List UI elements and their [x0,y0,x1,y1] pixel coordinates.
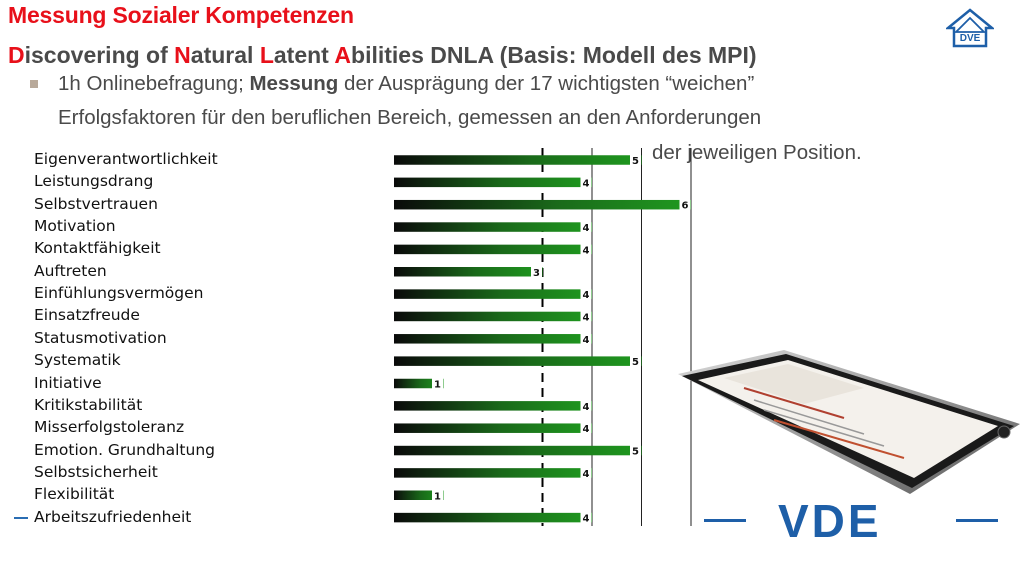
logo-line-left [704,519,746,522]
slide-title: Messung Sozialer Kompetenzen [8,2,354,28]
bar-value-label: 4 [583,514,590,525]
bar-value-label: 1 [434,380,441,391]
category-label: Selbstsicherheit [34,462,158,481]
bar-value-badge [630,154,641,166]
bar [394,177,592,188]
bar [394,356,642,366]
slide-subtitle: Discovering of Natural Latent Abilities … [8,42,757,69]
bar-value-badge [580,399,592,412]
bar [394,334,592,344]
bar-value-badge [432,377,443,390]
vde-house-logo-icon: DVE [946,8,994,48]
bar [394,378,444,389]
bar [394,490,444,500]
bar-value-badge [580,310,592,323]
bar [394,445,642,456]
bar-value-badge [580,332,592,345]
bar [394,222,592,232]
bullet-text-line2: Erfolgsfaktoren für den beruflichen Bere… [58,106,762,129]
bar [394,401,592,411]
bar-value-badge [580,511,592,524]
category-label: Motivation [34,217,116,236]
bar [394,468,592,478]
bar [394,155,642,165]
subtitle-part: D [8,42,25,68]
category-label: Statusmotivation [34,328,167,347]
category-label: Initiative [34,373,102,392]
category-label: Leistungsdrang [34,172,154,191]
bar-value-label: 4 [583,424,590,435]
bar-value-badge [580,288,592,301]
bar-value-badge [580,466,592,479]
bar-value-badge [580,221,592,234]
category-label: Misserfolgstoleranz [34,418,185,437]
category-label: Emotion. Grundhaltung [34,440,215,459]
bar-value-label: 4 [583,290,590,301]
bar [394,244,592,255]
bar-value-label: 4 [583,178,590,189]
bar-value-label: 3 [533,268,540,279]
bar-value-label: 1 [434,491,441,502]
bar [394,289,592,299]
bar [394,267,543,277]
bar-value-badge [630,444,641,457]
bar-value-label: 4 [583,223,590,234]
subtitle-part: atural [190,42,260,68]
category-label: Auftreten [34,261,107,280]
category-label: Kritikstabilität [34,395,143,414]
category-label: Kontaktfähigkeit [34,239,161,258]
bar [394,512,592,523]
bar-value-label: 5 [632,447,639,458]
bar-chart: 5 4 6 4 4 3 4 4 4 5 1 4 4 5 4 1 4 [394,148,692,526]
left-accent-dash [14,517,28,519]
bar-value-badge [580,422,592,435]
category-label: Selbstvertrauen [34,194,158,213]
subtitle-part: iscovering of [24,42,175,68]
category-label: Arbeitszufriedenheit [34,507,192,526]
subtitle-part: N [174,42,191,68]
category-label: Einsatzfreude [34,306,140,325]
bar-value-badge [679,198,691,211]
subtitle-part: L [259,42,274,68]
bar-value-label: 4 [583,245,590,256]
bar-value-badge [432,489,443,502]
vde-logo: VDE [700,494,1000,547]
subtitle-part: atent [273,42,335,68]
bar-value-label: 4 [583,402,590,413]
bar-value-badge [630,355,641,368]
category-label: Flexibilität [34,485,115,504]
smartphone-image-icon [678,350,1020,494]
category-label: Einfühlungsvermögen [34,284,204,303]
svg-text:DVE: DVE [960,33,981,44]
subtitle-part: bilities DNLA (Basis: Modell des MPI) [351,42,757,68]
bar-value-badge [531,265,542,278]
subtitle-part: A [334,42,352,68]
bar [394,423,592,433]
bar-value-label: 6 [682,201,689,212]
bar-value-badge [580,243,592,256]
bar [394,311,592,322]
bar [394,199,691,210]
category-label: Systematik [34,351,121,370]
bullet-text-line1: 1h Onlinebefragung; Messung der Ausprägu… [58,72,755,95]
bullet-text-line3: der jeweiligen Position. [652,141,862,164]
bar-value-badge [580,176,592,189]
vde-logo-text: VDE [778,495,882,547]
bar-value-label: 5 [632,357,639,368]
category-label: Eigenverantwortlichkeit [34,150,218,168]
logo-line-right [956,519,998,522]
bar-value-label: 4 [583,335,590,346]
bar-value-label: 4 [583,469,590,480]
bar-value-label: 5 [632,156,639,167]
bullet-square-icon [30,80,38,88]
bar-value-label: 4 [583,312,590,323]
